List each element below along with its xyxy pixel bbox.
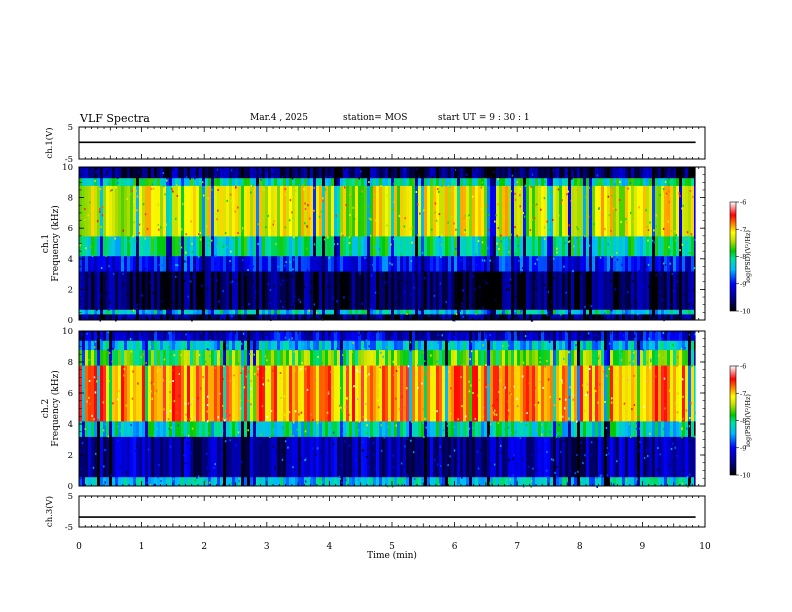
colorbar-tick-label: -7 [740, 226, 746, 234]
colorbar-tick-label: -9 [740, 280, 746, 288]
y-tick-label: 5 [68, 123, 73, 133]
y-axis-label: Frequency (kHz) [50, 205, 61, 282]
x-tick-label: 1 [139, 542, 145, 552]
x-tick-label: 3 [264, 542, 270, 552]
colorbar-label: log(PSD)(V²/Hz) [744, 394, 752, 447]
colorbar-tick-label: -8 [740, 253, 746, 261]
x-tick-label: 9 [640, 542, 646, 552]
y-tick-label: 4 [68, 255, 73, 265]
x-tick-label: 4 [327, 542, 333, 552]
colorbar-tick-label: -7 [740, 390, 746, 398]
y-tick-label: 10 [62, 327, 73, 337]
y-tick-label: 8 [68, 358, 73, 368]
colorbar-tick-label: -6 [740, 199, 746, 207]
y-tick-label: 6 [68, 389, 73, 399]
y-tick-label: 6 [68, 224, 73, 234]
y-tick-label: 0 [68, 316, 73, 326]
x-tick-label: 0 [76, 542, 82, 552]
colorbar [729, 365, 737, 476]
colorbar-tick-label: -6 [740, 363, 746, 371]
y-tick-label: 8 [68, 194, 73, 204]
channel-label: ch.2 [41, 399, 51, 418]
x-tick-label: 6 [452, 542, 458, 552]
x-tick-label: 2 [201, 542, 207, 552]
colorbar-tick-label: -10 [740, 308, 750, 316]
channel-label: ch.1 [41, 234, 51, 253]
date-label: Mar.4 , 2025 [250, 113, 308, 123]
colorbar-tick-label: -8 [740, 417, 746, 425]
y-axis-label: ch.3(V) [44, 496, 55, 527]
y-tick-label: 5 [68, 492, 73, 502]
colorbar-tick-label: -10 [740, 472, 750, 480]
y-tick-label: 0 [68, 482, 73, 492]
y-tick-label: -5 [65, 155, 73, 165]
colorbar-label: log(PSD)(V²/Hz) [744, 230, 752, 283]
y-tick-label: 2 [68, 285, 73, 295]
y-tick-label: 4 [68, 420, 73, 430]
x-tick-label: 8 [577, 542, 583, 552]
start-time-label: start UT = 9 : 30 : 1 [438, 113, 530, 123]
y-axis-label: Frequency (kHz) [50, 370, 61, 447]
x-axis-label: Time (min) [367, 550, 417, 561]
y-tick-label: 10 [62, 163, 73, 173]
colorbar [729, 201, 737, 312]
x-tick-label: 7 [514, 542, 520, 552]
x-tick-label: 10 [699, 542, 711, 552]
x-tick-label: 5 [389, 542, 395, 552]
y-tick-label: -5 [65, 523, 73, 533]
figure-title: VLF Spectra [80, 112, 150, 125]
colorbar-tick-label: -9 [740, 444, 746, 452]
y-tick-label: 2 [68, 451, 73, 461]
y-axis-label: ch.1(V) [44, 127, 55, 158]
station-label: station= MOS [343, 113, 408, 123]
